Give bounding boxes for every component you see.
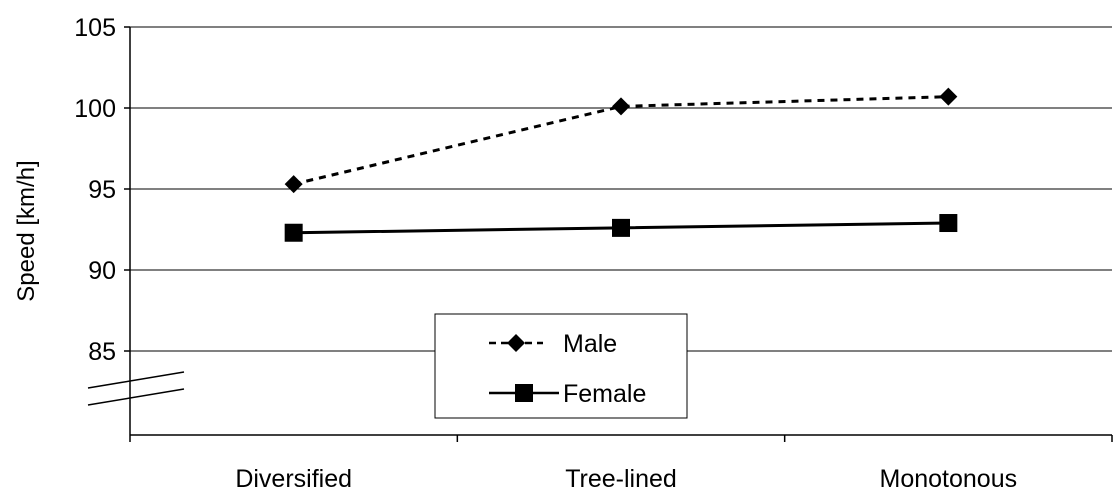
legend: Male Female — [434, 313, 688, 419]
gridlines — [130, 26, 1112, 352]
y-tick-label: 90 — [88, 257, 116, 285]
legend-male-marker — [507, 334, 525, 352]
series-layer — [284, 87, 958, 242]
y-tick-label: 95 — [88, 176, 116, 204]
y-tick-label: 100 — [74, 95, 116, 123]
data-point-male — [939, 87, 958, 106]
legend-female-marker — [515, 384, 533, 402]
data-point-male — [612, 97, 630, 116]
data-point-female — [284, 223, 303, 242]
x-tick-label: Tree-lined — [565, 465, 677, 493]
data-point-female — [612, 218, 630, 237]
data-point-female — [939, 214, 958, 233]
data-point-male — [284, 175, 303, 194]
axes — [87, 27, 1112, 436]
y-axis-ticks: 85 90 95 100 105 — [74, 14, 130, 366]
y-axis-title: Speed [km/h] — [13, 160, 40, 301]
y-tick-label: 85 — [88, 338, 116, 366]
series-female — [284, 214, 958, 242]
legend-female-label: Female — [563, 380, 646, 408]
x-tick-label: Diversified — [235, 465, 352, 493]
legend-box — [434, 313, 688, 419]
legend-male-label: Male — [563, 330, 617, 358]
x-tick-label: Monotonous — [880, 465, 1018, 493]
axis-break-mark — [87, 371, 185, 406]
legend-item-male: Male — [489, 330, 617, 358]
series-male — [284, 87, 958, 194]
y-tick-label: 105 — [74, 14, 116, 42]
x-axis-ticks: Diversified Tree-lined Monotonous — [129, 435, 1113, 493]
legend-item-female: Female — [489, 380, 646, 408]
